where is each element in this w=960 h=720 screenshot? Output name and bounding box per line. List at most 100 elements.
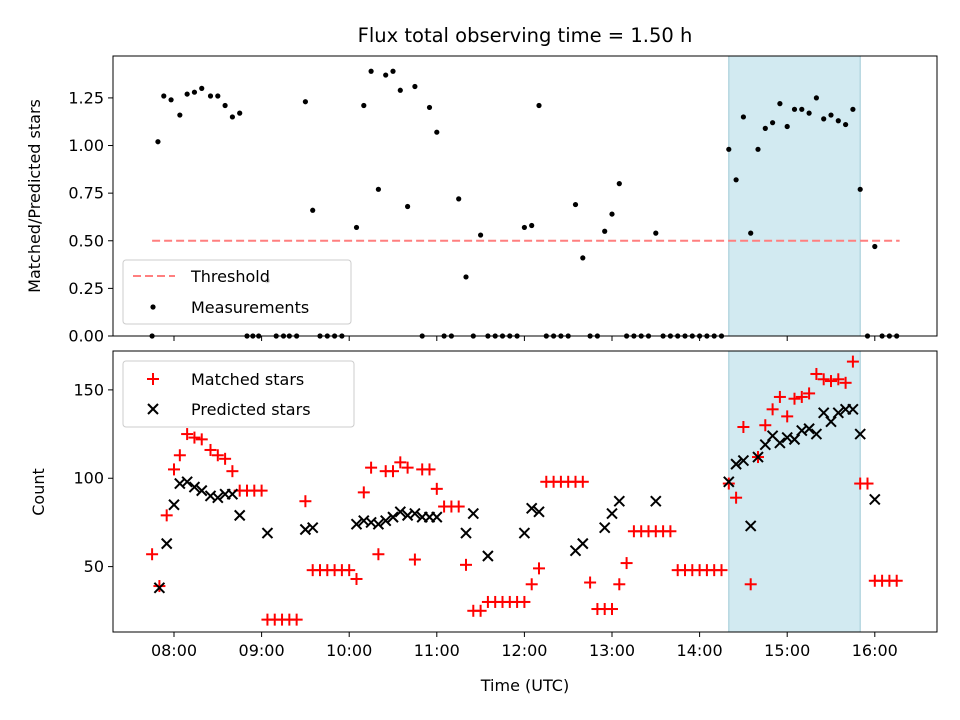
measurement-points xyxy=(149,68,900,339)
matched-point xyxy=(533,562,545,575)
measurement-point xyxy=(835,118,841,124)
measurement-point xyxy=(222,102,228,109)
matched-point xyxy=(188,431,201,444)
highlight-span xyxy=(728,55,861,337)
plot-frame xyxy=(112,350,938,633)
matched-point xyxy=(372,548,385,561)
predicted-point xyxy=(212,491,224,504)
matched-point xyxy=(832,373,845,386)
predicted-point xyxy=(306,522,319,534)
predicted-point xyxy=(869,493,881,506)
x-axis-ticks xyxy=(173,336,876,341)
measurement-point xyxy=(155,139,161,145)
predicted-point xyxy=(803,423,815,435)
measurement-point xyxy=(733,177,739,183)
predicted-point xyxy=(181,476,193,488)
measurement-point xyxy=(375,186,381,192)
predicted-point xyxy=(160,537,173,550)
matched-point xyxy=(518,595,531,608)
measurement-point xyxy=(478,232,484,238)
measurement-point xyxy=(653,230,659,236)
predicted-point xyxy=(350,518,363,530)
predicted-point xyxy=(788,433,801,446)
predicted-point xyxy=(817,407,830,419)
y-tick-label: 50 xyxy=(84,557,104,576)
measurement-point xyxy=(368,68,374,74)
measurement-point xyxy=(748,230,754,236)
predicted-point xyxy=(379,514,392,527)
y-axis-label: Matched/Predicted stars xyxy=(25,99,44,293)
x-tick-label: 13:00 xyxy=(589,641,635,660)
count-panel: 50 100 150 08:00 09:00 10:00 11:00 12:00 13:00 1… xyxy=(29,350,938,695)
matched-point xyxy=(576,475,589,488)
measurement-point xyxy=(572,201,579,208)
predicted-point xyxy=(752,451,764,463)
measurement-point xyxy=(456,196,462,202)
matched-point xyxy=(219,452,232,465)
matched-point xyxy=(613,578,626,591)
measurement-point xyxy=(310,207,316,213)
matched-point xyxy=(664,525,677,538)
matched-point xyxy=(408,553,421,566)
x-tick-label: 11:00 xyxy=(414,641,460,660)
matched-point xyxy=(153,580,166,593)
matched-point xyxy=(226,465,239,478)
matched-point xyxy=(460,558,472,571)
x-tick-label: 12:00 xyxy=(501,641,547,660)
measurement-point xyxy=(828,112,834,118)
measurement-point xyxy=(161,93,167,99)
y-tick-label: 1.25 xyxy=(68,88,104,107)
matched-point xyxy=(861,477,874,490)
legend-predicted-swatch xyxy=(147,403,159,415)
predicted-point xyxy=(261,527,274,539)
matched-point xyxy=(357,486,370,499)
measurement-point xyxy=(302,99,308,105)
predicted-point xyxy=(606,507,618,520)
matched-point xyxy=(365,461,378,474)
matched-point xyxy=(195,433,208,446)
y-tick-label: 0.25 xyxy=(68,279,104,298)
legend-threshold-label: Threshold xyxy=(190,267,270,286)
matched-point xyxy=(343,564,356,577)
measurement-point xyxy=(784,123,790,130)
measurement-point xyxy=(426,104,433,111)
matched-point xyxy=(290,613,303,626)
x-tick-label: 08:00 xyxy=(151,641,197,660)
predicted-point xyxy=(810,428,823,440)
ratio-panel: Flux total observing time = 1.50 h 0.000… xyxy=(25,24,938,346)
measurement-point xyxy=(580,255,586,261)
matched-point xyxy=(722,477,735,490)
matched-point xyxy=(839,376,852,389)
legend-measurements-label: Measurements xyxy=(191,298,309,317)
predicted-point xyxy=(431,511,443,523)
predicted-point xyxy=(518,527,531,539)
x-tick-label: 15:00 xyxy=(764,641,810,660)
matched-point xyxy=(773,390,786,403)
predicted-point xyxy=(188,481,201,493)
measurement-point xyxy=(390,68,396,74)
predicted-point xyxy=(460,527,472,539)
y-tick-label: 0.00 xyxy=(68,327,104,346)
matched-point xyxy=(387,465,399,478)
matched-point xyxy=(211,449,224,462)
matched-point xyxy=(744,578,757,591)
predicted-point xyxy=(525,502,538,514)
matched-point xyxy=(168,463,180,476)
matched-point xyxy=(737,420,750,433)
matched-point xyxy=(730,491,743,504)
matched-point xyxy=(788,392,801,405)
measurement-point xyxy=(726,146,732,152)
matched-point xyxy=(394,456,407,469)
predicted-point xyxy=(730,458,742,470)
x-tick-label: 09:00 xyxy=(239,641,285,660)
x-axis-ticks: 08:00 09:00 10:00 11:00 12:00 13:00 14:00 15:00… xyxy=(151,632,898,660)
predicted-point xyxy=(847,403,859,416)
predicted-point xyxy=(467,507,480,520)
measurement-point xyxy=(353,224,360,231)
predicted-point xyxy=(372,518,385,530)
measurement-point xyxy=(177,112,183,118)
matched-point xyxy=(525,578,538,591)
measurement-point xyxy=(215,93,221,99)
measurement-point xyxy=(405,203,411,210)
